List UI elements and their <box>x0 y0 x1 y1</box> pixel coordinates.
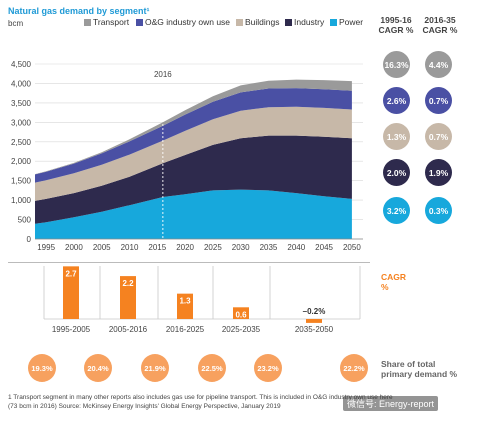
category-label: 2025-2035 <box>222 325 261 334</box>
x-tick-label: 2010 <box>121 243 139 252</box>
share-circle: 21.9% <box>141 354 169 382</box>
legend-item-buildings: Buildings <box>236 17 280 27</box>
bar-value-label: 1.3 <box>179 297 191 306</box>
y-tick-label: 0 <box>27 235 32 244</box>
y-tick-label: 500 <box>18 216 32 225</box>
legend-item-og-own-use: O&G industry own use <box>136 17 230 27</box>
y-tick-label: 1,000 <box>11 196 32 205</box>
area-industry <box>35 135 352 224</box>
x-tick-label: 2035 <box>260 243 278 252</box>
bar <box>177 293 193 319</box>
watermark: 微信号: Energy-report <box>343 396 439 411</box>
bar <box>233 307 249 319</box>
x-tick-label: 2045 <box>315 243 333 252</box>
bar-value-label: 2.7 <box>65 269 77 278</box>
bar <box>120 276 136 319</box>
bar-value-label: 2.2 <box>122 279 134 288</box>
share-circle: 19.3% <box>28 354 56 382</box>
x-tick-label: 2050 <box>343 243 361 252</box>
cagr-circle-2016-2035: 4.4% <box>425 51 452 78</box>
legend-item-transport: Transport <box>84 17 129 27</box>
share-circle: 22.5% <box>198 354 226 382</box>
cagr-circle-2016-2035: 0.7% <box>425 123 452 150</box>
chart-title: Natural gas demand by segment¹ <box>8 6 150 16</box>
x-tick-label: 2040 <box>287 243 305 252</box>
area-transport <box>35 79 352 175</box>
annotation-label: 2016 <box>154 70 172 79</box>
legend-item-industry: Industry <box>285 17 324 27</box>
y-axis-unit: bcm <box>8 19 24 28</box>
category-label: 1995-2005 <box>52 325 91 334</box>
y-tick-label: 3,500 <box>11 99 32 108</box>
share-circle: 23.2% <box>254 354 282 382</box>
cagr-circle-1995-2016: 2.6% <box>383 87 410 114</box>
cagr-circle-1995-2016: 3.2% <box>383 197 410 224</box>
bar <box>306 319 322 323</box>
bar-chart: 2.7 1995-2005 2.2 2005-2016 1.3 2016-2025 0.6 2… <box>43 266 361 334</box>
bar-value-label: 0.6 <box>235 310 247 319</box>
legend-label: Power <box>339 17 364 27</box>
x-tick-label: 2020 <box>176 243 194 252</box>
cagr-circle-1995-2016: 16.3% <box>383 51 410 78</box>
y-tick-label: 1,500 <box>11 177 32 186</box>
legend-label: O&G industry own use <box>145 17 231 27</box>
share-circle: 20.4% <box>84 354 112 382</box>
cagr-circle-1995-2016: 1.3% <box>383 123 410 150</box>
power-swatch <box>330 18 337 26</box>
x-tick-label: 2005 <box>93 243 111 252</box>
share-label: Share of total primary demand % <box>381 359 458 379</box>
x-tick-label: 2000 <box>65 243 83 252</box>
cagr-circle-2016-2035: 1.9% <box>425 159 452 186</box>
transport-swatch <box>84 18 91 26</box>
legend-label: Industry <box>294 17 325 27</box>
area-buildings <box>35 106 352 201</box>
og-own-use-swatch <box>136 18 143 26</box>
x-tick-label: 2030 <box>232 243 250 252</box>
y-tick-label: 4,500 <box>11 60 32 69</box>
bar-value-label: –0.2% <box>303 307 326 316</box>
y-tick-label: 4,000 <box>11 79 32 88</box>
area-chart: 0 500 1,000 1,500 2,000 2,500 3,000 3,500 4,000 4… <box>11 60 363 252</box>
y-tick-label: 2,000 <box>11 157 32 166</box>
divider <box>8 262 370 263</box>
bar-cagr-label: CAGR % <box>381 272 407 292</box>
cagr-circle-2016-2035: 0.7% <box>425 87 452 114</box>
cagr-header-1995-2016: 1995-16 CAGR % <box>378 15 414 35</box>
y-tick-label: 3,000 <box>11 118 32 127</box>
category-label: 2005-2016 <box>109 325 148 334</box>
cagr-header-2016-2035: 2016-35 CAGR % <box>422 15 458 35</box>
share-circle: 22.2% <box>340 354 368 382</box>
legend-label: Transport <box>93 17 130 27</box>
legend-item-power: Power <box>330 17 363 27</box>
industry-swatch <box>285 18 292 26</box>
cagr-circle-1995-2016: 2.0% <box>383 159 410 186</box>
y-tick-label: 2,500 <box>11 138 32 147</box>
x-tick-label: 2025 <box>204 243 222 252</box>
cagr-circle-2016-2035: 0.3% <box>425 197 452 224</box>
legend-label: Buildings <box>245 17 280 27</box>
area-o-g-industry-own-use <box>35 88 352 183</box>
x-tick-label: 2015 <box>148 243 166 252</box>
category-label: 2016-2025 <box>166 325 205 334</box>
category-label: 2035-2050 <box>295 325 334 334</box>
buildings-swatch <box>236 18 243 26</box>
x-tick-label: 1995 <box>37 243 55 252</box>
area-power <box>35 189 352 239</box>
bar <box>63 266 79 319</box>
